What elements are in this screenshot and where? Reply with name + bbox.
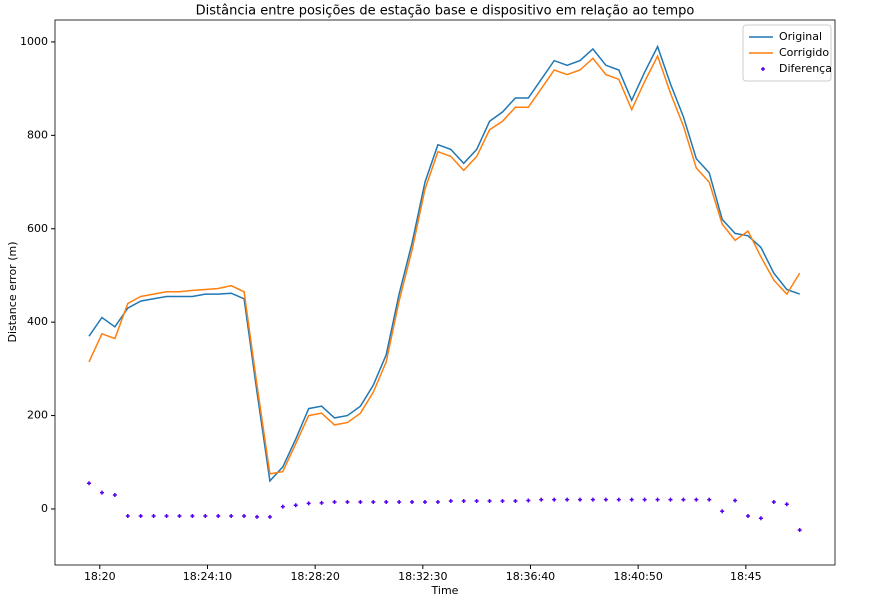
scatter-point — [190, 513, 195, 518]
scatter-point — [177, 513, 182, 518]
plot-area — [54, 19, 836, 566]
scatter-point — [694, 497, 699, 502]
x-tick-label: 18:45 — [730, 570, 762, 583]
x-tick-label: 18:32:30 — [398, 570, 447, 583]
scatter-point — [151, 513, 156, 518]
y-tick-label: 0 — [41, 502, 48, 515]
y-tick-label: 200 — [27, 409, 48, 422]
scatter-point — [410, 499, 415, 504]
scatter-point — [474, 499, 479, 504]
x-axis-label: Time — [431, 584, 459, 597]
scatter-point — [203, 513, 208, 518]
scatter-point — [87, 481, 92, 486]
y-tick-label: 800 — [27, 128, 48, 141]
legend-marker — [761, 67, 765, 71]
scatter-point — [384, 499, 389, 504]
scatter-point — [448, 499, 453, 504]
scatter-point — [513, 499, 518, 504]
scatter-point — [526, 498, 531, 503]
scatter-point — [642, 497, 647, 502]
scatter-point — [216, 513, 221, 518]
scatter-point — [552, 497, 557, 502]
scatter-point — [280, 504, 285, 509]
line-series — [88, 54, 801, 475]
x-tick-label: 18:40:50 — [613, 570, 662, 583]
legend-box — [742, 24, 832, 82]
legend-label: Original — [779, 30, 822, 43]
y-tick-label: 400 — [27, 315, 48, 328]
scatter-point — [254, 514, 259, 519]
scatter-point — [397, 499, 402, 504]
scatter-point — [771, 499, 776, 504]
legend-label: Corrigido — [779, 46, 829, 59]
scatter-point — [164, 513, 169, 518]
scatter-point — [345, 499, 350, 504]
scatter-point — [797, 527, 802, 532]
scatter-point — [319, 500, 324, 505]
scatter-point — [590, 497, 595, 502]
scatter-point — [229, 513, 234, 518]
scatter-point — [487, 499, 492, 504]
scatter-point — [733, 498, 738, 503]
scatter-point — [371, 499, 376, 504]
scatter-point — [655, 497, 660, 502]
scatter-point — [435, 499, 440, 504]
line-series — [88, 44, 800, 483]
scatter-point — [332, 499, 337, 504]
scatter-point — [267, 514, 272, 519]
scatter-point — [306, 501, 311, 506]
scatter-point — [500, 499, 505, 504]
scatter-point — [603, 497, 608, 502]
scatter-point — [293, 503, 298, 508]
x-tick-label: 18:36:40 — [506, 570, 555, 583]
x-tick-label: 18:28:20 — [290, 570, 339, 583]
scatter-point — [629, 497, 634, 502]
y-axis-label: Distance error (m) — [6, 241, 19, 342]
scatter-point — [784, 502, 789, 507]
scatter-point — [681, 497, 686, 502]
x-tick-label: 18:24:10 — [183, 570, 232, 583]
scatter-point — [616, 497, 621, 502]
scatter-point — [125, 513, 130, 518]
scatter-point — [138, 513, 143, 518]
scatter-point — [358, 499, 363, 504]
x-tick-label: 18:20 — [84, 570, 116, 583]
y-tick-label: 600 — [27, 222, 48, 235]
scatter-point — [707, 497, 712, 502]
scatter-point — [99, 490, 104, 495]
scatter-point — [461, 499, 466, 504]
scatter-point — [242, 513, 247, 518]
scatter-point — [565, 497, 570, 502]
scatter-point — [578, 497, 583, 502]
scatter-point — [422, 499, 427, 504]
scatter-point — [720, 509, 725, 514]
scatter-point — [112, 492, 117, 497]
scatter-point — [758, 516, 763, 521]
chart-title: Distância entre posições de estação base… — [196, 4, 695, 19]
scatter-point — [745, 513, 750, 518]
y-tick-label: 1000 — [20, 35, 48, 48]
scatter-point — [668, 497, 673, 502]
scatter-point — [539, 497, 544, 502]
legend-label: Diferença — [779, 62, 832, 75]
